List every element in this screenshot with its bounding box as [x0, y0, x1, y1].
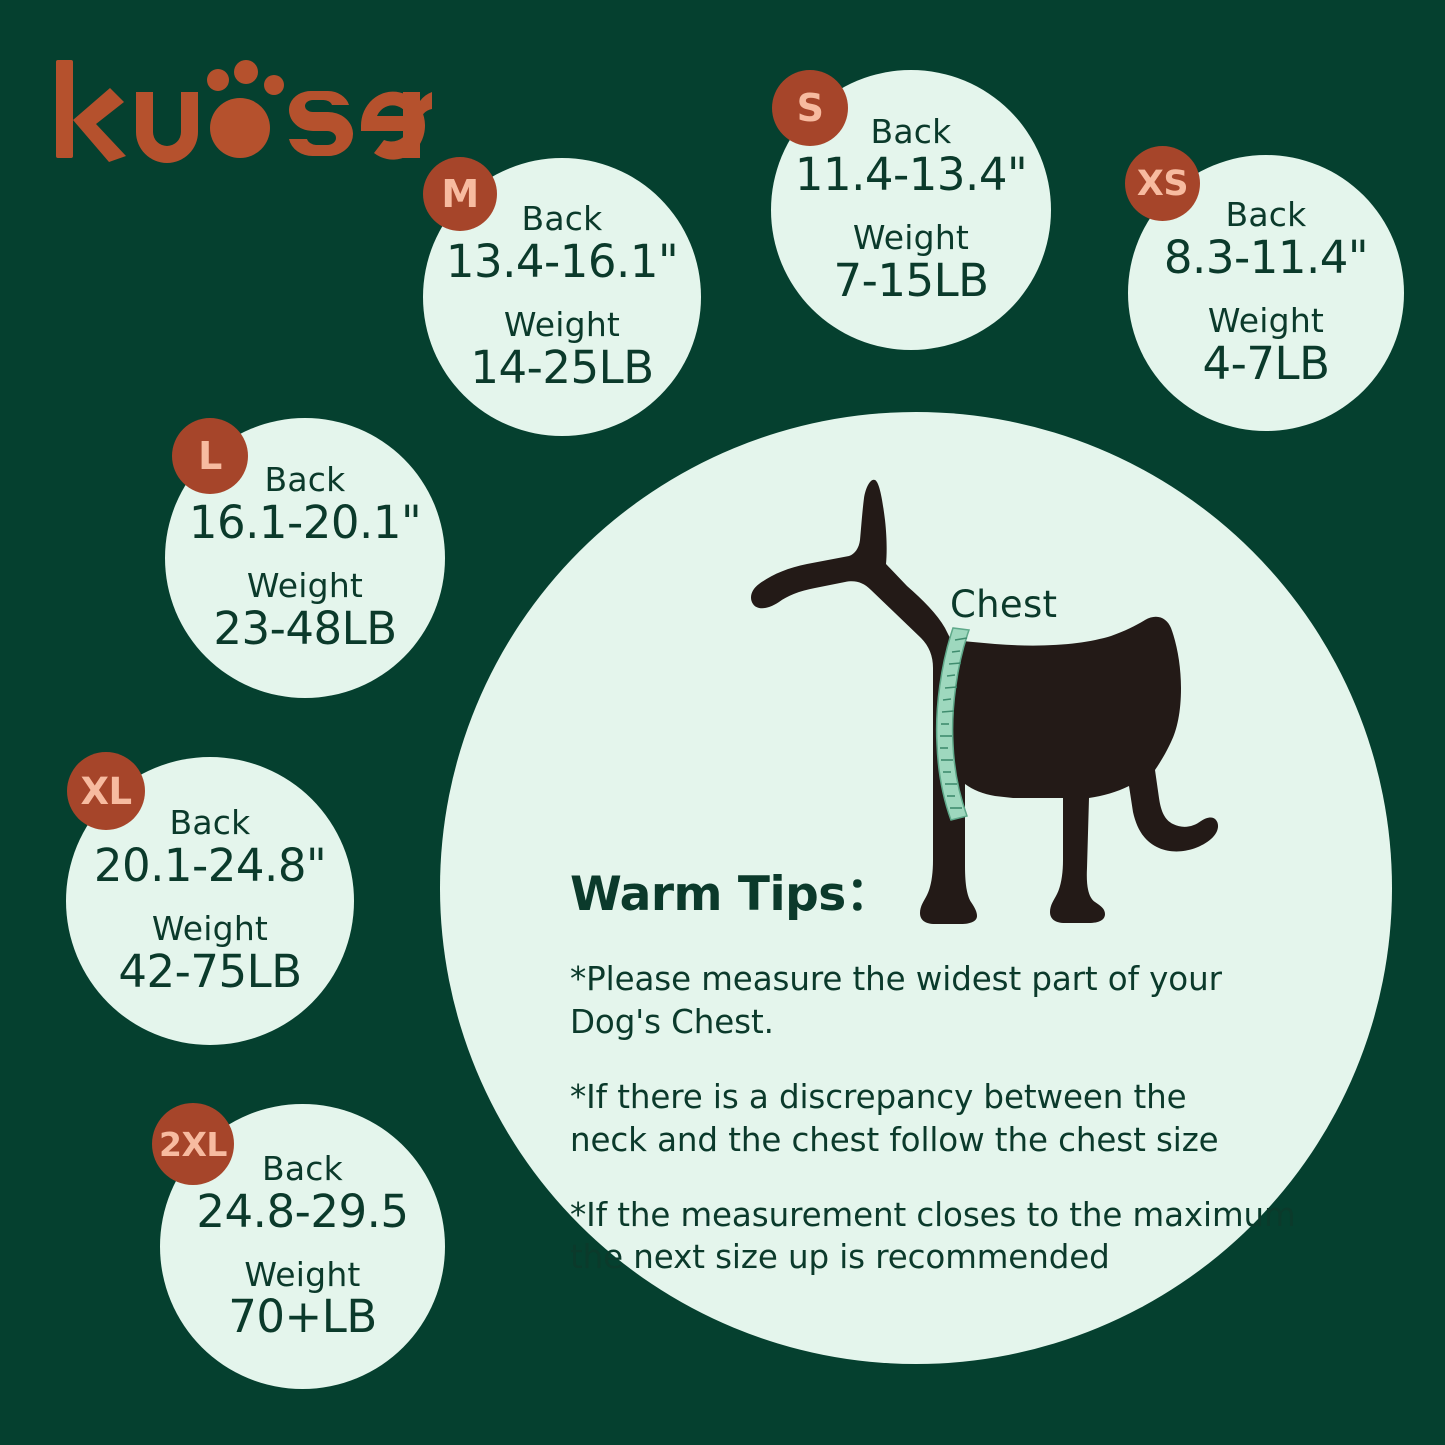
size-badge-label: XL	[80, 769, 132, 813]
weight-value: 42-75LB	[118, 944, 302, 998]
size-badge-xs[interactable]: XS	[1125, 146, 1200, 221]
weight-value: 23-48LB	[213, 601, 397, 655]
warm-tip-item: *If there is a discrepancy between the n…	[570, 1077, 1219, 1159]
size-bubble-s[interactable]: Back 11.4-13.4" Weight 7-15LB	[771, 70, 1051, 350]
weight-label: Weight	[852, 218, 970, 257]
paw-toe-icon	[234, 60, 258, 84]
paw-toe-icon	[264, 75, 284, 95]
weight-label: Weight	[1207, 301, 1325, 340]
weight-label: Weight	[244, 1254, 361, 1294]
back-label: Back	[1225, 195, 1307, 235]
back-value: 16.1-20.1"	[188, 496, 422, 550]
size-badge-label: M	[441, 172, 479, 216]
back-label: Back	[521, 199, 603, 239]
size-badge-2xl[interactable]: 2XL	[152, 1103, 234, 1185]
weight-value: 4-7LB	[1202, 336, 1330, 390]
size-bubble-xs[interactable]: Back 8.3-11.4" Weight 4-7LB	[1128, 155, 1404, 431]
size-badge-xl[interactable]: XL	[67, 752, 145, 830]
size-badge-label: 2XL	[159, 1124, 227, 1164]
back-value: 13.4-16.1"	[445, 235, 679, 289]
size-badge-l[interactable]: L	[172, 418, 248, 494]
warm-tip-item: *If the measurement closes to the maximu…	[570, 1195, 1296, 1277]
paw-toe-icon	[207, 69, 229, 91]
brand-logo	[52, 58, 432, 168]
back-label: Back	[169, 803, 251, 843]
weight-label: Weight	[246, 566, 364, 605]
dog-body-shape	[751, 479, 1219, 924]
size-badge-s[interactable]: S	[772, 70, 848, 146]
weight-label: Weight	[151, 909, 269, 948]
back-label: Back	[264, 460, 346, 500]
weight-label: Weight	[503, 305, 621, 344]
back-value: 20.1-24.8"	[93, 839, 327, 893]
logo-wordmark-shape	[56, 60, 432, 163]
back-value: 8.3-11.4"	[1163, 231, 1369, 285]
main-info-circle	[440, 412, 1392, 1364]
warm-tip-item: *Please measure the widest part of your …	[570, 960, 1222, 1041]
size-badge-m[interactable]: M	[423, 157, 497, 231]
paw-pad-icon	[210, 98, 270, 158]
back-value: 11.4-13.4"	[794, 148, 1028, 202]
weight-value: 7-15LB	[833, 253, 989, 307]
weight-value: 70+LB	[228, 1290, 377, 1344]
back-label: Back	[262, 1148, 343, 1188]
size-badge-label: S	[796, 86, 824, 130]
measuring-tape-icon	[935, 627, 971, 821]
back-value: 24.8-29.5	[196, 1184, 409, 1238]
warm-tips-block: Warm Tips： *Please measure the widest pa…	[570, 855, 1300, 1279]
back-label: Back	[870, 112, 952, 152]
size-badge-label: XS	[1136, 163, 1189, 204]
dog-silhouette-illustration	[745, 468, 1265, 943]
weight-value: 14-25LB	[470, 340, 654, 394]
size-badge-label: L	[198, 434, 222, 478]
warm-tips-title: Warm Tips：	[570, 867, 893, 922]
chest-label: Chest	[950, 583, 1058, 626]
